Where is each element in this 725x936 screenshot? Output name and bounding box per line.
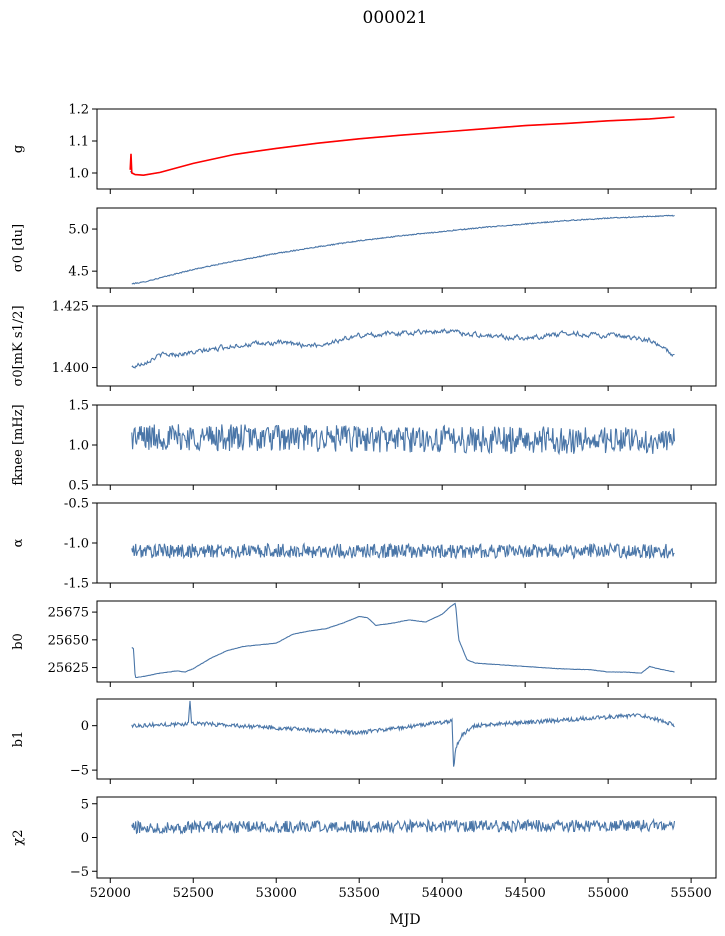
x-tick-label: 53500 — [339, 886, 380, 901]
y-axis-label-chi2: χ2 — [11, 829, 26, 845]
x-tick-label: 54500 — [504, 886, 545, 901]
x-tick-label: 55500 — [670, 886, 711, 901]
series-line-fknee — [131, 424, 676, 456]
axes-frame-g — [96, 108, 717, 190]
y-tick-label: 0 — [81, 719, 89, 734]
series-line-b0 — [131, 602, 675, 679]
series-line-sigma0 — [131, 214, 675, 285]
y-tick-label: 1.400 — [52, 361, 89, 376]
y-tick-label: 4.5 — [68, 265, 89, 280]
x-tick-label: 55000 — [587, 886, 628, 901]
axes-frame-b1 — [96, 698, 717, 780]
series-line-sigma0_mks — [131, 327, 675, 369]
series-line-chi2 — [131, 817, 676, 835]
y-tick-label: 0 — [81, 831, 89, 846]
series-line-g — [129, 116, 675, 176]
y-tick-label: -1.5 — [64, 577, 89, 592]
y-axis-label-b0: b0 — [11, 633, 26, 650]
y-tick-label: 1.1 — [68, 135, 89, 150]
x-axis-label: MJD — [389, 912, 420, 928]
panel-b0: 25625 25650 25675 b0 — [11, 600, 717, 687]
y-tick-label: 0.5 — [68, 479, 89, 494]
y-tick-label: −5 — [70, 865, 89, 880]
y-tick-label: 1.425 — [52, 300, 89, 315]
y-tick-label: 1.2 — [68, 103, 89, 118]
axes-frame-sigma0 — [96, 207, 717, 289]
axes-frame-alpha — [96, 502, 717, 584]
y-tick-label: 25625 — [48, 661, 89, 676]
fit-line-g — [129, 116, 675, 177]
y-tick-label: −5 — [70, 764, 89, 779]
panel-alpha: -1.5 -1.0 -0.5 α — [11, 497, 717, 592]
axes-frame-sigma0_mks — [96, 305, 717, 387]
y-axis-label-b1: b1 — [11, 731, 26, 748]
x-tick-label: 53000 — [256, 886, 297, 901]
x-tick-label: 52000 — [90, 886, 131, 901]
y-tick-label: 5 — [81, 797, 89, 812]
series-line-b1 — [131, 700, 675, 767]
panel-chi2: −5 0 5 52000 52500 53000 53500 54000 54500 55000 5… — [11, 796, 717, 901]
y-tick-label: 25675 — [48, 606, 89, 621]
y-tick-label: 1.5 — [68, 399, 89, 414]
axes-frame-b0 — [96, 600, 717, 683]
panel-fknee: 0.5 1.0 1.5 fknee [mHz] — [11, 399, 717, 494]
y-tick-label: 5.0 — [68, 223, 89, 238]
panel-sigma0: 4.5 5.0 σ0 [du] — [11, 207, 717, 293]
y-tick-label: 25650 — [48, 633, 89, 648]
y-axis-label-fknee: fknee [mHz] — [11, 404, 26, 485]
panel-b1: −5 0 b1 — [11, 698, 717, 784]
y-tick-label: 1.0 — [68, 439, 89, 454]
axes-frame-chi2 — [96, 796, 717, 879]
panel-g: 1.0 1.1 1.2 g — [11, 103, 717, 194]
x-tick-label: 52500 — [173, 886, 214, 901]
panel-sigma0_mks: 1.400 1.425 σ0[mK s1/2] — [11, 300, 717, 391]
y-axis-label-alpha: α — [11, 538, 26, 547]
y-tick-label: -0.5 — [64, 497, 89, 512]
panel-stack: 1.0 1.1 1.2 g 4.5 5.0 σ0 [du] 1.400 1.425 σ0[mK s… — [11, 103, 717, 901]
x-tick-label: 54000 — [421, 886, 462, 901]
y-axis-label-sigma0_mks: σ0[mK s1/2] — [11, 305, 26, 386]
series-line-alpha — [131, 541, 675, 560]
y-tick-label: 1.0 — [68, 167, 89, 182]
y-tick-label: -1.0 — [64, 537, 89, 552]
y-axis-label-g: g — [11, 145, 26, 153]
figure-title: 000021 — [363, 8, 428, 28]
y-axis-label-sigma0: σ0 [du] — [11, 224, 26, 272]
